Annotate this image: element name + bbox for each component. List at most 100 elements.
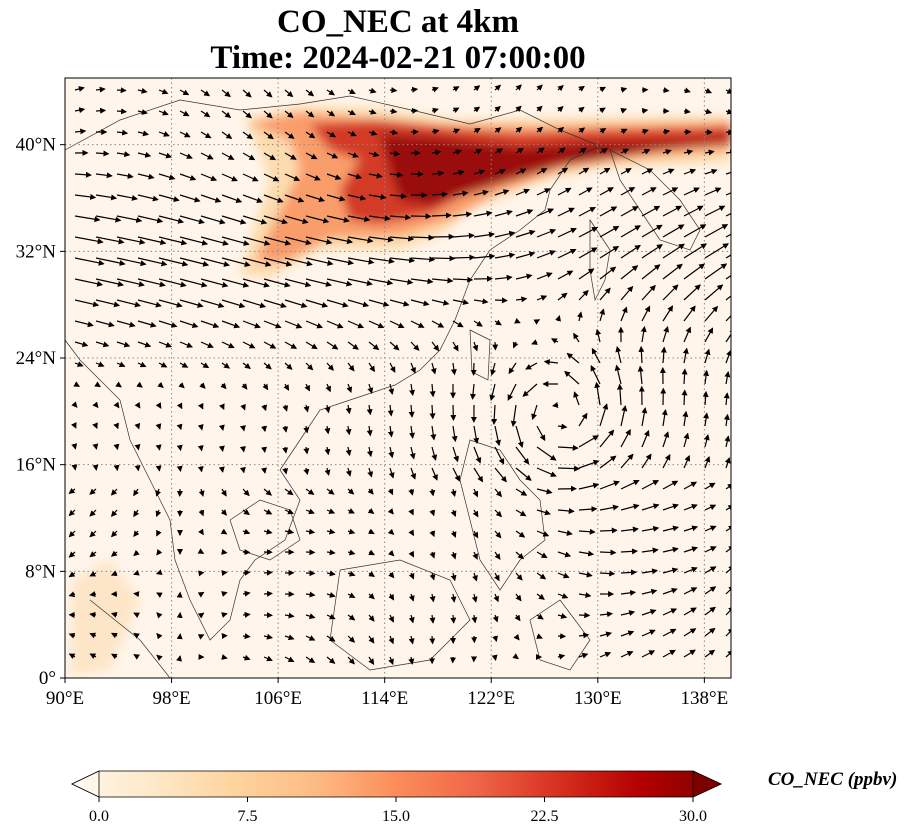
wind-arrow [620, 651, 634, 658]
wind-arrow [324, 467, 331, 476]
wind-arrow [95, 320, 115, 328]
wind-arrow [431, 446, 438, 461]
wind-arrow [704, 87, 713, 94]
wind-arrow [326, 635, 336, 642]
wind-arrow [599, 549, 617, 556]
wind-arrow [662, 284, 679, 301]
wind-arrow [347, 614, 356, 621]
wind-arrow [494, 148, 504, 154]
wind-arrow [599, 429, 615, 448]
wind-arrow [197, 634, 205, 640]
wind-arrow [725, 254, 731, 259]
wind-arrow [158, 278, 187, 288]
wind-arrow [368, 571, 375, 577]
wind-arrow [578, 412, 588, 427]
wind-arrow [221, 152, 235, 160]
colorbar-tick-label: 22.5 [531, 808, 559, 825]
wind-arrow [389, 171, 404, 178]
wind-arrow [552, 402, 559, 408]
wind-arrow [155, 423, 162, 430]
wind-arrow [241, 383, 248, 390]
lon-tick-label: 138°E [681, 688, 729, 709]
wind-arrow [347, 278, 373, 287]
wind-arrow [429, 404, 436, 420]
wind-arrow [494, 230, 516, 238]
wind-arrow [641, 224, 663, 238]
wind-arrow [242, 590, 251, 597]
wind-arrow [704, 606, 716, 616]
wind-arrow [578, 226, 598, 238]
wind-arrow [492, 635, 498, 643]
wind-arrow [158, 194, 180, 202]
wind-arrow [263, 236, 292, 246]
wind-arrow [683, 187, 700, 196]
wind-arrow [641, 305, 651, 322]
wind-arrow [578, 592, 592, 599]
wind-arrow [410, 467, 417, 480]
wind-arrow [158, 320, 178, 328]
wind-arrow [557, 613, 568, 619]
wind-arrow [347, 215, 371, 223]
wind-arrow [704, 566, 717, 574]
wind-arrow [326, 341, 339, 350]
wind-arrow [429, 635, 436, 645]
wind-arrow [197, 591, 205, 598]
wind-arrow [221, 173, 238, 182]
wind-arrow [158, 299, 183, 308]
wind-arrow [578, 632, 590, 639]
wind-arrow [68, 632, 76, 639]
wind-arrow [368, 151, 380, 158]
wind-arrow [347, 109, 356, 116]
wind-arrow [573, 391, 580, 406]
wind-arrow [282, 425, 289, 433]
wind-arrow [305, 488, 315, 495]
wind-arrow [662, 480, 679, 490]
wind-arrow [723, 392, 730, 406]
wind-arrow [725, 129, 731, 136]
wind-arrow [305, 299, 329, 308]
wind-arrow [219, 403, 225, 411]
wind-arrow [368, 528, 375, 535]
wind-arrow [452, 320, 464, 328]
wind-arrow [92, 401, 99, 409]
wind-arrow [387, 425, 394, 438]
wind-arrow [704, 327, 714, 343]
wind-arrow [134, 401, 141, 409]
wind-arrow [284, 488, 294, 496]
wind-arrow [536, 228, 557, 238]
wind-arrow [431, 467, 438, 481]
lon-tick-label: 130°E [574, 688, 622, 709]
wind-arrow [620, 148, 630, 155]
wind-arrow [662, 649, 676, 658]
wind-arrow [430, 362, 437, 375]
wind-arrow [347, 152, 359, 158]
wind-arrow [305, 194, 326, 203]
wind-arrow [557, 147, 566, 154]
wind-arrow [305, 656, 316, 663]
wind-arrow [662, 205, 682, 217]
wind-arrow [452, 299, 470, 306]
wind-arrow [242, 173, 259, 182]
wind-arrow [89, 509, 97, 517]
wind-arrow [221, 341, 235, 349]
coastline-sulawesi [529, 599, 591, 671]
wind-arrow [116, 361, 126, 368]
wind-arrow [95, 236, 125, 245]
wind-arrow [179, 341, 193, 348]
wind-arrow [347, 299, 370, 308]
wind-arrow [155, 569, 163, 576]
wind-arrow [494, 425, 501, 447]
wind-arrow [408, 614, 415, 624]
co-plume-core [380, 134, 731, 205]
wind-arrow [68, 509, 76, 517]
wind-arrow [221, 215, 247, 225]
wind-arrow [179, 299, 204, 308]
wind-arrow [347, 528, 356, 535]
wind-arrow [303, 446, 310, 455]
wind-arrow [155, 488, 162, 497]
wind-arrow [452, 254, 476, 261]
wind-arrow [724, 371, 731, 385]
wind-arrow [95, 299, 121, 308]
wind-arrow [431, 128, 440, 135]
wind-arrow [284, 528, 295, 535]
